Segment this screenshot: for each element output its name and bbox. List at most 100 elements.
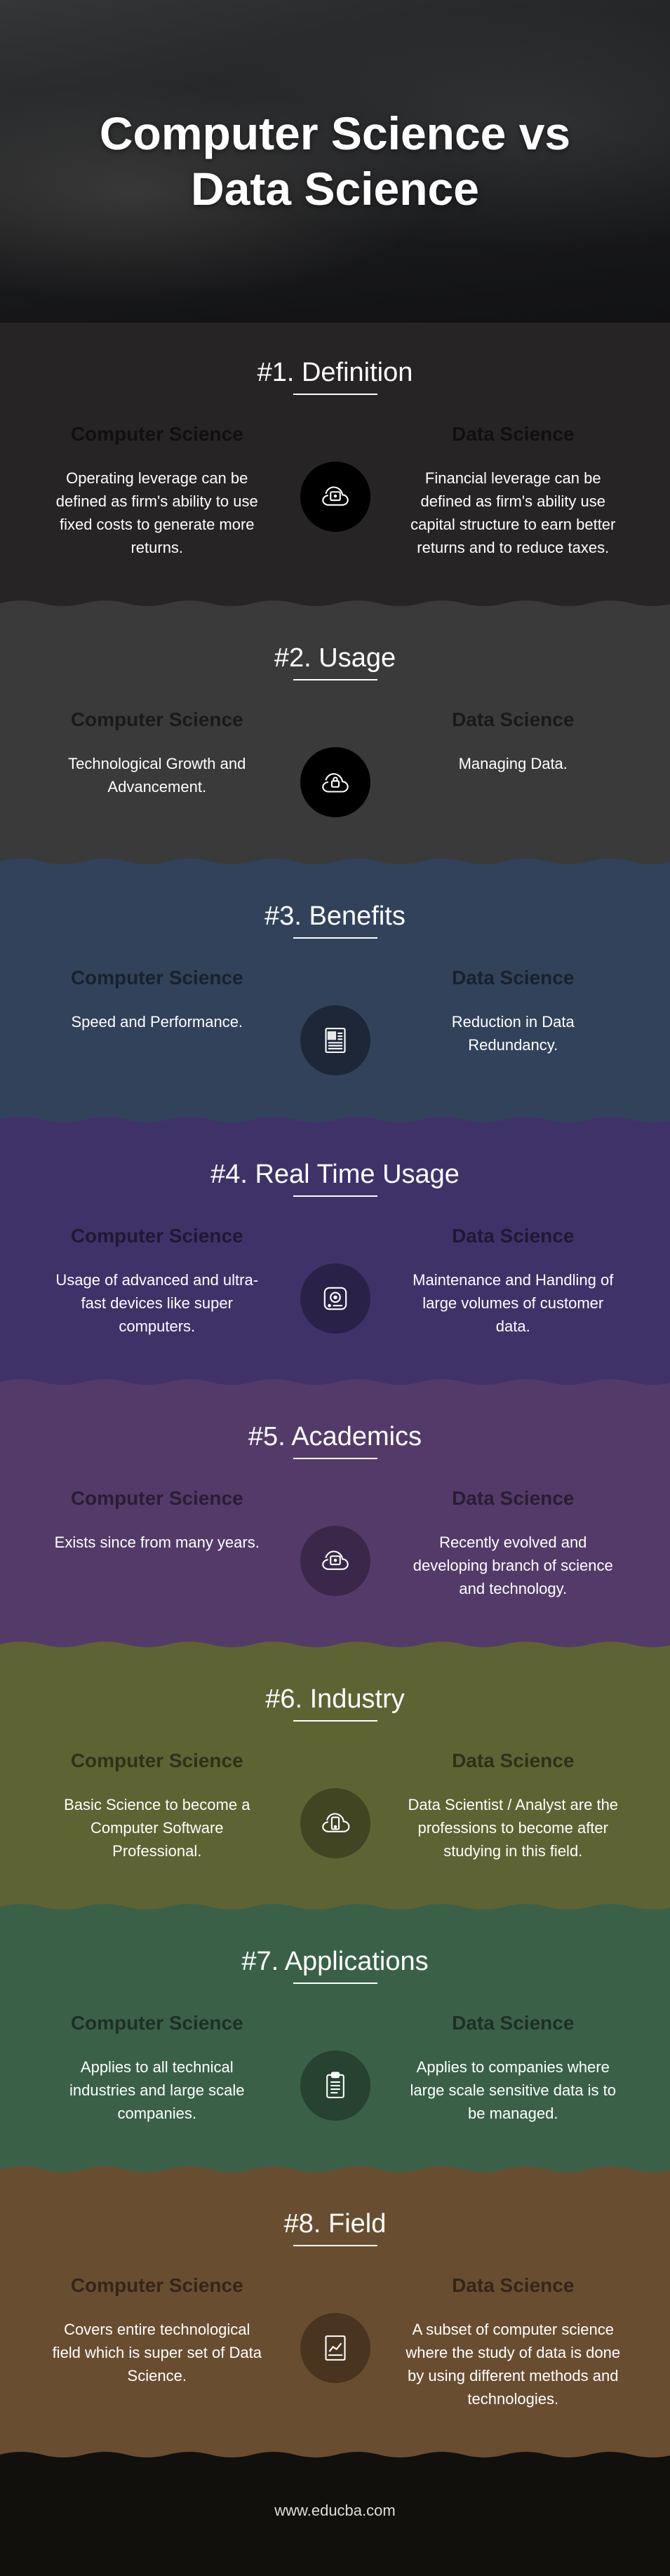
right-column: Data Science Recently evolved and develo… [398, 1487, 629, 1600]
section-title: #6. Industry [42, 1684, 628, 1715]
title-underline [293, 1195, 377, 1197]
sections-container: #1. Definition Computer Science Operatin… [0, 323, 670, 2460]
title-underline [293, 1458, 377, 1459]
section-divider-wave [0, 853, 670, 867]
left-column-head: Computer Science [42, 1225, 272, 1247]
left-column-body: Speed and Performance. [42, 1010, 272, 1033]
right-column-head: Data Science [398, 1750, 629, 1772]
section-divider-wave [0, 2446, 670, 2460]
cloud-device-icon [300, 462, 370, 532]
right-column: Data Science Applies to companies where … [398, 2012, 629, 2125]
section-icon-wrap [286, 967, 384, 1075]
comparison-columns: Computer Science Operating leverage can … [42, 423, 628, 559]
title-underline [293, 1983, 377, 1984]
section-divider-wave [0, 595, 670, 609]
comparison-section: #6. Industry Computer Science Basic Scie… [0, 1649, 670, 1912]
cloud-lock-icon [300, 747, 370, 817]
section-title: #7. Applications [42, 1947, 628, 1977]
right-column-body: Managing Data. [398, 752, 629, 775]
left-column: Computer Science Covers entire technolog… [42, 2274, 272, 2387]
left-column-head: Computer Science [42, 2274, 272, 2297]
section-title: #2. Usage [42, 643, 628, 673]
title-underline [293, 937, 377, 939]
section-divider-wave [0, 2161, 670, 2175]
disk-icon [300, 1263, 370, 1334]
comparison-columns: Computer Science Basic Science to become… [42, 1750, 628, 1863]
right-column: Data Science Reduction in Data Redundanc… [398, 967, 629, 1056]
title-underline [293, 1720, 377, 1722]
right-column-head: Data Science [398, 423, 629, 445]
comparison-section: #7. Applications Computer Science Applie… [0, 1912, 670, 2174]
left-column: Computer Science Basic Science to become… [42, 1750, 272, 1863]
title-underline [293, 679, 377, 680]
section-title: #8. Field [42, 2209, 628, 2239]
comparison-columns: Computer Science Technological Growth an… [42, 709, 628, 817]
section-divider-wave [0, 1898, 670, 1912]
comparison-columns: Computer Science Speed and Performance. … [42, 967, 628, 1075]
left-column-body: Usage of advanced and ultra-fast devices… [42, 1268, 272, 1338]
footer-url: www.educba.com [274, 2502, 395, 2519]
right-column-head: Data Science [398, 967, 629, 989]
comparison-columns: Computer Science Applies to all technica… [42, 2012, 628, 2125]
footer: www.educba.com [0, 2460, 670, 2576]
right-column-body: A subset of computer science where the s… [398, 2318, 629, 2410]
cloud-phone-icon [300, 1788, 370, 1858]
section-title: #5. Academics [42, 1422, 628, 1452]
right-column: Data Science Maintenance and Handling of… [398, 1225, 629, 1338]
right-column-body: Maintenance and Handling of large volume… [398, 1268, 629, 1338]
right-column-body: Reduction in Data Redundancy. [398, 1010, 629, 1056]
right-column-head: Data Science [398, 2274, 629, 2297]
page-title: Computer Science vs Data Science [0, 106, 670, 217]
cloud-device-icon [300, 1526, 370, 1596]
comparison-columns: Computer Science Usage of advanced and u… [42, 1225, 628, 1338]
chart-doc-icon [300, 2313, 370, 2383]
section-icon-wrap [286, 1487, 384, 1596]
left-column-head: Computer Science [42, 967, 272, 989]
section-title: #3. Benefits [42, 901, 628, 932]
left-column-head: Computer Science [42, 1487, 272, 1510]
section-icon-wrap [286, 2012, 384, 2121]
right-column-body: Financial leverage can be defined as fir… [398, 467, 629, 559]
right-column-head: Data Science [398, 1487, 629, 1510]
comparison-section: #2. Usage Computer Science Technological… [0, 608, 670, 866]
right-column-head: Data Science [398, 1225, 629, 1247]
title-underline [293, 394, 377, 395]
hero-banner: Computer Science vs Data Science [0, 0, 670, 323]
left-column: Computer Science Operating leverage can … [42, 423, 272, 559]
left-column-body: Basic Science to become a Computer Softw… [42, 1793, 272, 1863]
right-column-head: Data Science [398, 2012, 629, 2034]
left-column-head: Computer Science [42, 423, 272, 445]
left-column-body: Covers entire technological field which … [42, 2318, 272, 2387]
section-icon-wrap [286, 1750, 384, 1858]
clipboard-icon [300, 2051, 370, 2121]
left-column: Computer Science Speed and Performance. [42, 967, 272, 1033]
right-column-body: Data Scientist / Analyst are the profess… [398, 1793, 629, 1863]
section-icon-wrap [286, 709, 384, 817]
section-title: #4. Real Time Usage [42, 1160, 628, 1190]
right-column-body: Applies to companies where large scale s… [398, 2055, 629, 2125]
left-column-head: Computer Science [42, 1750, 272, 1772]
comparison-section: #8. Field Computer Science Covers entire… [0, 2174, 670, 2460]
left-column: Computer Science Usage of advanced and u… [42, 1225, 272, 1338]
left-column-body: Operating leverage can be defined as fir… [42, 467, 272, 559]
right-column-body: Recently evolved and developing branch o… [398, 1531, 629, 1600]
comparison-section: #1. Definition Computer Science Operatin… [0, 323, 670, 608]
title-underline [293, 2245, 377, 2246]
document-icon [300, 1005, 370, 1075]
section-icon-wrap [286, 423, 384, 532]
left-column-body: Technological Growth and Advancement. [42, 752, 272, 798]
comparison-section: #3. Benefits Computer Science Speed and … [0, 866, 670, 1125]
section-icon-wrap [286, 2274, 384, 2383]
comparison-columns: Computer Science Exists since from many … [42, 1487, 628, 1600]
right-column: Data Science Financial leverage can be d… [398, 423, 629, 559]
section-divider-wave [0, 1111, 670, 1125]
section-divider-wave [0, 1636, 670, 1650]
right-column: Data Science Managing Data. [398, 709, 629, 775]
left-column-body: Exists since from many years. [42, 1531, 272, 1554]
section-title: #1. Definition [42, 358, 628, 388]
left-column: Computer Science Exists since from many … [42, 1487, 272, 1554]
section-icon-wrap [286, 1225, 384, 1334]
right-column: Data Science Data Scientist / Analyst ar… [398, 1750, 629, 1863]
left-column: Computer Science Technological Growth an… [42, 709, 272, 798]
right-column-head: Data Science [398, 709, 629, 731]
